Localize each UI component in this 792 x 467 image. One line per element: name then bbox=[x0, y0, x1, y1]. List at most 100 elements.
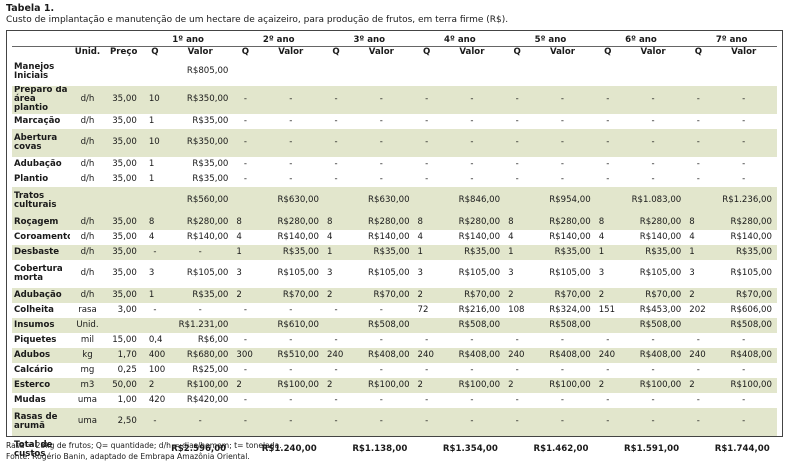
value-cell: R$508,00 bbox=[619, 317, 687, 333]
table-row: Cobertura morta d/h 35,00 3 R$105,00 3 R$105,0… bbox=[12, 260, 777, 288]
preco-cell: 35,00 bbox=[112, 115, 137, 126]
value-cell: R$105,00 bbox=[368, 268, 410, 279]
quantity-cell bbox=[686, 317, 711, 333]
value-cell: R$6,00 bbox=[197, 334, 229, 345]
unid-cell: uma bbox=[70, 407, 105, 436]
quantity-cell: 2 bbox=[142, 377, 167, 393]
quantity-cell: 240 bbox=[505, 347, 530, 363]
quantity-cell: - bbox=[243, 158, 248, 169]
quantity-cell: - bbox=[515, 115, 519, 126]
value-cell: R$1.462,00 bbox=[533, 444, 589, 455]
valor-header: Valor bbox=[368, 46, 394, 57]
quantity-cell: - bbox=[142, 407, 167, 436]
value-cell bbox=[439, 58, 505, 86]
unid-cell: d/h bbox=[70, 214, 105, 230]
value-cell: - bbox=[289, 158, 293, 169]
value-cell: - bbox=[348, 85, 415, 114]
year-header: 1º ano bbox=[142, 35, 234, 47]
value-cell: - bbox=[529, 85, 596, 114]
table-row: Total de custos R$2.596,00 R$1.240,00 R$1.1… bbox=[12, 436, 777, 464]
row-label: Total de custos bbox=[14, 439, 53, 459]
quantity-cell: 151 bbox=[598, 304, 616, 315]
value-cell: - bbox=[438, 128, 506, 157]
quantity-cell: - bbox=[425, 394, 429, 405]
unid-cell: d/h bbox=[80, 268, 95, 279]
value-cell: R$100,00 bbox=[348, 377, 415, 393]
value-cell: R$35,00 bbox=[192, 115, 229, 126]
value-cell: - bbox=[257, 128, 324, 157]
value-cell: R$1.138,00 bbox=[352, 444, 408, 455]
value-cell: R$140,00 bbox=[186, 231, 229, 242]
quantity-cell: 0,4 bbox=[148, 334, 163, 345]
quantity-cell: 4 bbox=[689, 231, 695, 242]
row-label: Colheita bbox=[14, 304, 54, 315]
quantity-cell: 4 bbox=[508, 231, 514, 242]
q-header: Q bbox=[151, 46, 159, 57]
quantity-cell: - bbox=[606, 158, 610, 169]
quantity-cell: 400 bbox=[142, 347, 167, 363]
quantity-cell: - bbox=[233, 407, 258, 436]
quantity-cell: - bbox=[334, 304, 338, 315]
quantity-cell: 3 bbox=[598, 268, 605, 279]
quantity-cell bbox=[233, 186, 258, 215]
value-cell: - bbox=[742, 394, 746, 405]
preco-cell: 3,00 bbox=[117, 304, 137, 315]
value-cell: R$508,00 bbox=[438, 317, 506, 333]
value-cell: - bbox=[710, 128, 777, 157]
quantity-cell: - bbox=[414, 85, 439, 114]
value-cell: R$280,00 bbox=[529, 214, 596, 230]
quantity-cell: 2 bbox=[505, 377, 530, 393]
value-cell: R$140,00 bbox=[277, 231, 319, 242]
value-cell: R$350,00 bbox=[166, 128, 234, 157]
q-header: Q bbox=[694, 46, 702, 57]
value-cell: R$560,00 bbox=[166, 186, 234, 215]
unid-cell bbox=[70, 186, 105, 215]
quantity-cell: 1 bbox=[595, 244, 620, 260]
year-header: 4º ano bbox=[414, 35, 506, 47]
quantity-cell bbox=[414, 317, 439, 333]
preco-cell: 35,00 bbox=[104, 85, 143, 114]
quantity-cell: 240 bbox=[414, 347, 439, 363]
value-cell: R$35,00 bbox=[192, 158, 229, 169]
row-label: Cobertura morta bbox=[14, 263, 63, 283]
quantity-cell bbox=[505, 186, 530, 215]
quantity-cell: 2 bbox=[686, 287, 711, 303]
preco-cell: 35,00 bbox=[104, 287, 143, 303]
quantity-cell: - bbox=[696, 364, 700, 375]
value-cell: R$105,00 bbox=[730, 268, 772, 279]
quantity-cell bbox=[324, 436, 348, 464]
year-header: 6º ano bbox=[595, 35, 687, 47]
quantity-cell: 8 bbox=[595, 214, 620, 230]
quantity-cell: - bbox=[606, 364, 610, 375]
quantity-cell: 2 bbox=[233, 377, 258, 393]
quantity-cell: 8 bbox=[505, 214, 530, 230]
value-cell: - bbox=[619, 85, 687, 114]
value-cell: R$508,00 bbox=[529, 317, 596, 333]
table-row: Colheita rasa 3,00 - - - - - - 72 R$216,00 108 R$324… bbox=[12, 303, 777, 318]
quantity-cell: - bbox=[696, 394, 700, 405]
value-cell: - bbox=[289, 173, 293, 184]
value-cell: R$408,00 bbox=[438, 347, 506, 363]
row-label: Adubação bbox=[12, 287, 71, 303]
value-cell: - bbox=[379, 394, 383, 405]
quantity-cell: 420 bbox=[148, 394, 166, 405]
preco-cell: 35,00 bbox=[112, 158, 137, 169]
value-cell: - bbox=[529, 128, 596, 157]
preco-cell bbox=[105, 58, 143, 86]
quantity-cell: 1 bbox=[505, 244, 530, 260]
quantity-cell: - bbox=[515, 158, 519, 169]
value-cell: R$1.240,00 bbox=[261, 444, 317, 455]
value-cell: R$1.591,00 bbox=[624, 444, 680, 455]
value-cell: - bbox=[379, 115, 383, 126]
value-cell: R$70,00 bbox=[257, 287, 324, 303]
value-cell: R$324,00 bbox=[549, 304, 591, 315]
quantity-cell bbox=[686, 186, 711, 215]
value-cell: - bbox=[198, 304, 202, 315]
quantity-cell bbox=[233, 317, 258, 333]
quantity-cell: - bbox=[153, 304, 157, 315]
quantity-cell bbox=[233, 58, 257, 86]
quantity-cell: 3 bbox=[508, 268, 514, 279]
quantity-cell: 108 bbox=[508, 304, 525, 315]
preco-cell: 35,00 bbox=[104, 244, 143, 260]
quantity-cell: - bbox=[595, 128, 620, 157]
